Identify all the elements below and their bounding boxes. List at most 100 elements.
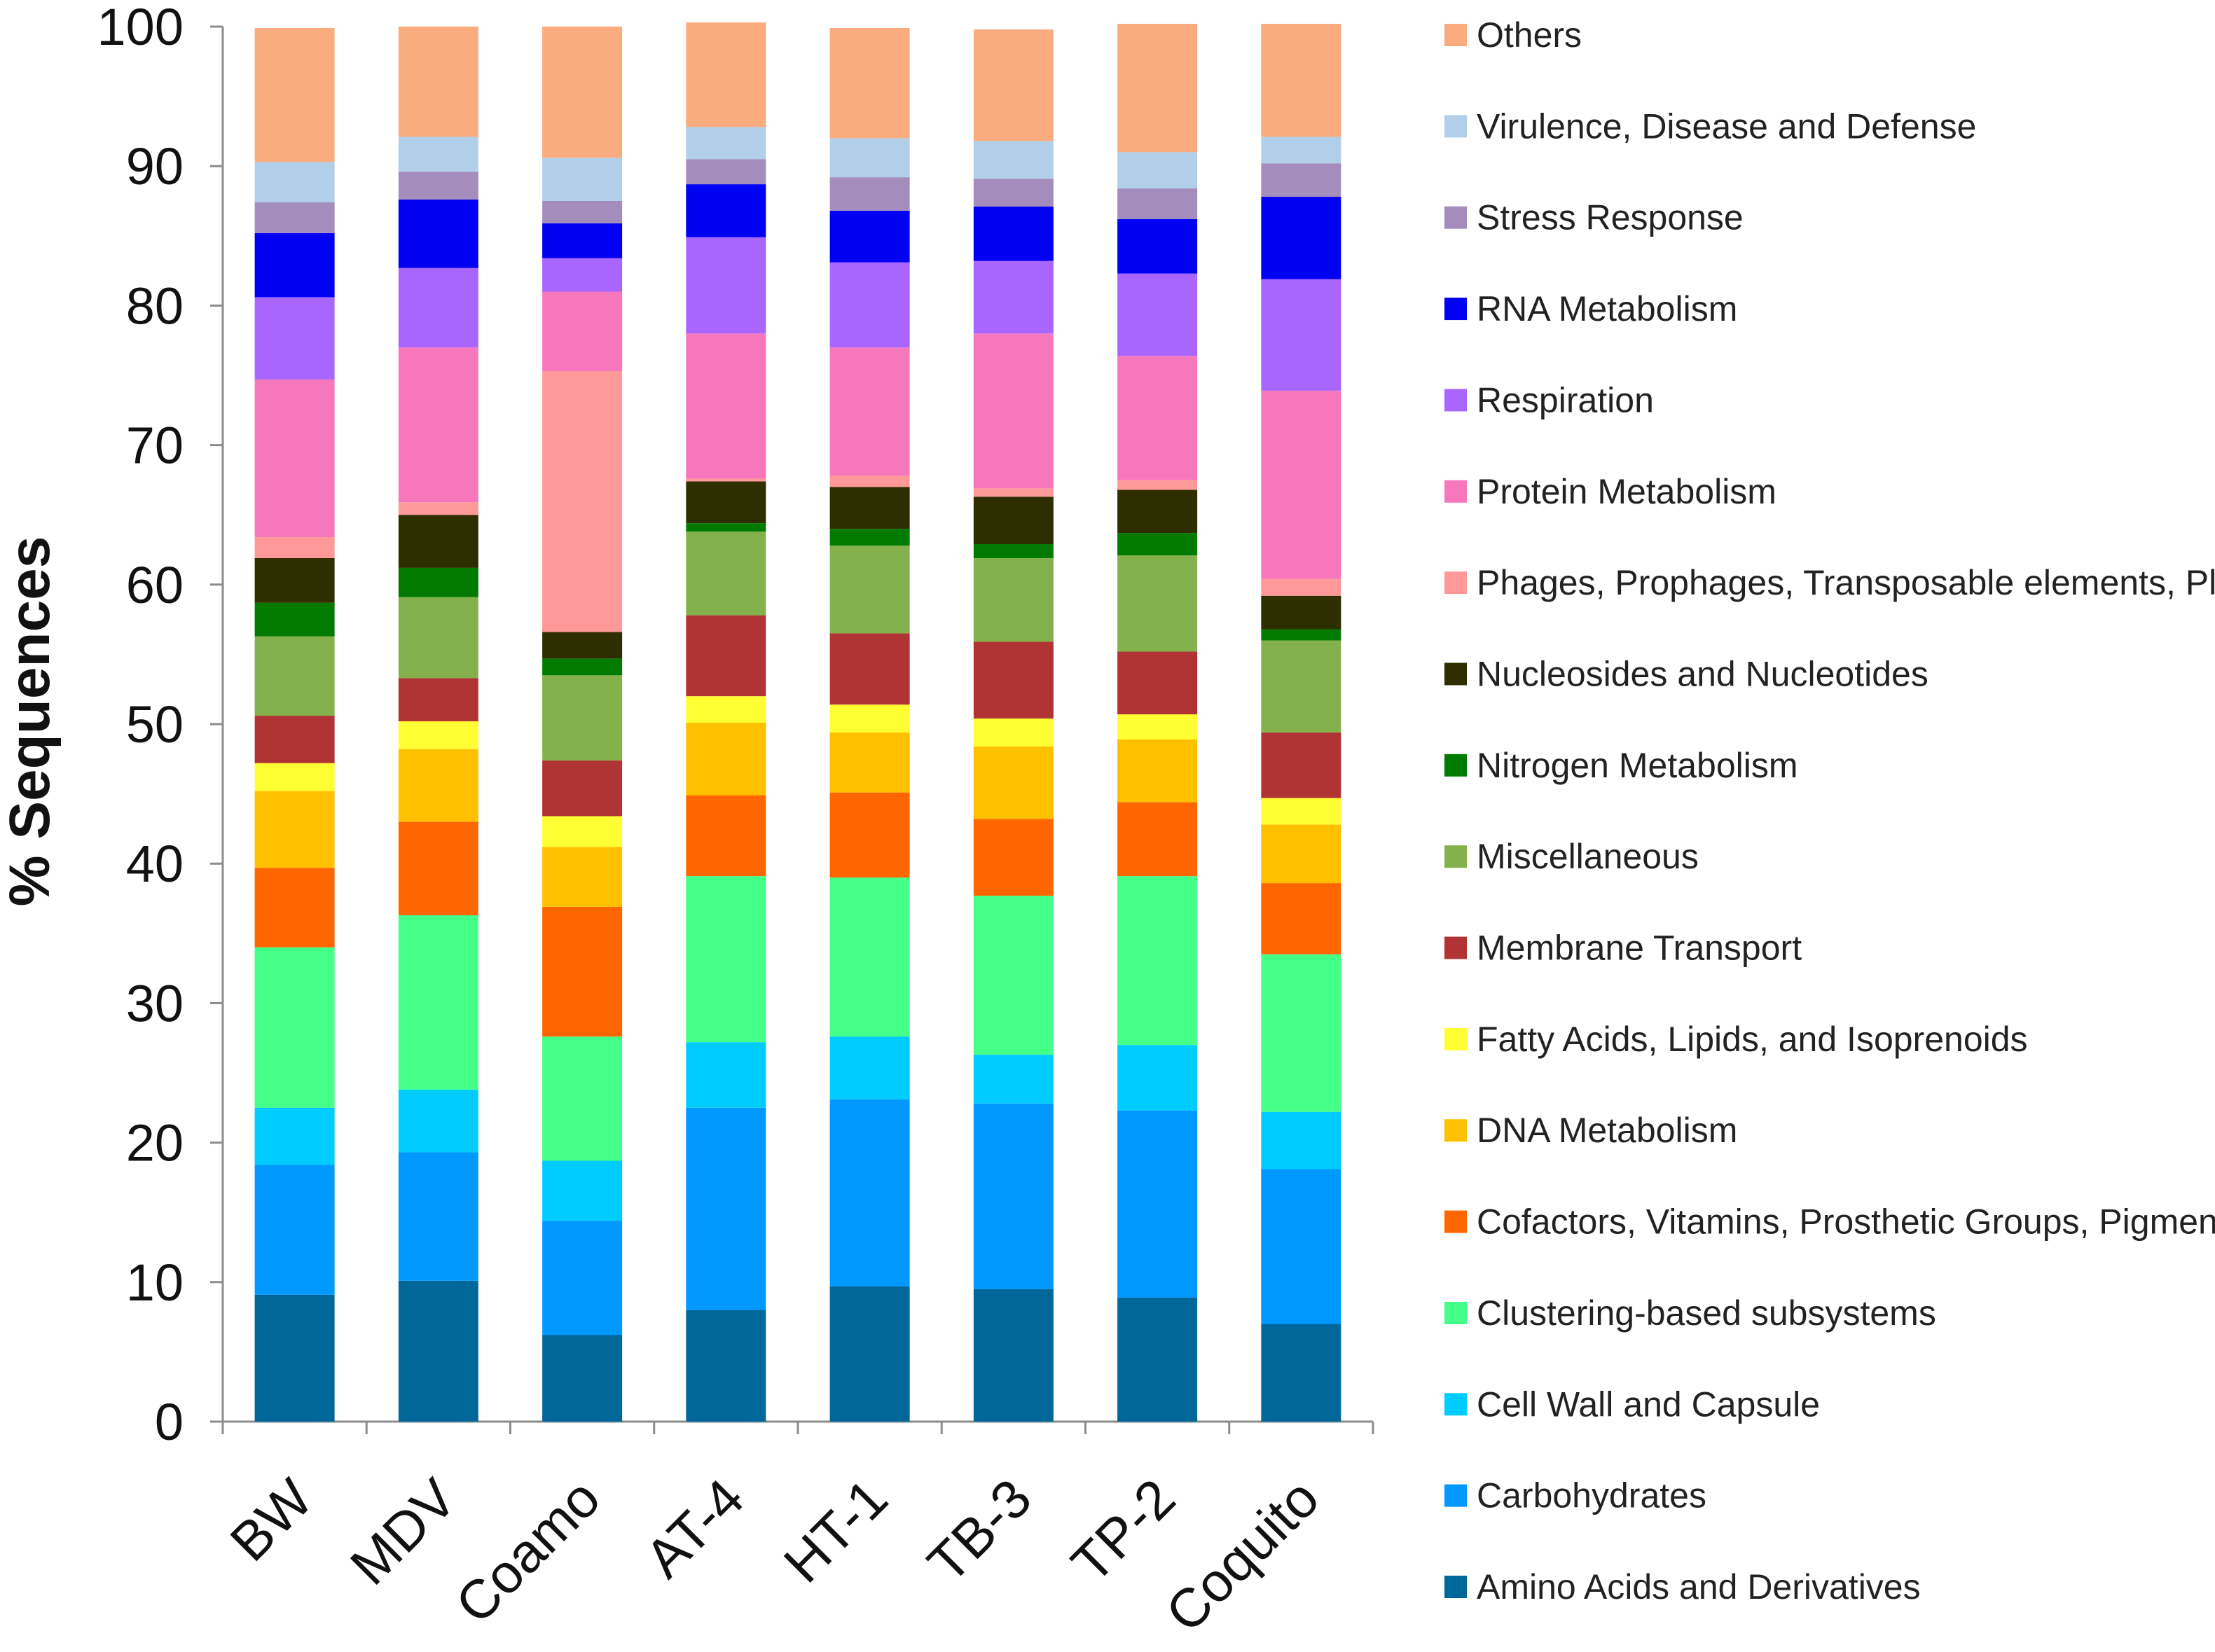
bar-segment: [398, 915, 478, 1090]
bar-segment: [542, 1160, 623, 1221]
legend-label: Stress Response: [1477, 198, 1744, 237]
legend-item: Stress Response: [1444, 198, 1744, 237]
bar-segment: [1117, 876, 1198, 1046]
bar-segment: [1261, 640, 1341, 733]
bar-segment: [254, 202, 335, 233]
bar-segment: [1261, 732, 1341, 798]
bar-segment: [1261, 137, 1341, 164]
bar-segment: [686, 795, 766, 877]
x-tick-label: TB-3: [916, 1467, 1043, 1595]
legend-item: Virulence, Disease and Defense: [1444, 106, 1976, 146]
bar-segment: [1117, 555, 1198, 652]
bar-segment: [1117, 152, 1198, 189]
legend-label: Membrane Transport: [1477, 929, 1802, 968]
bar-segment: [398, 27, 478, 137]
bar-segment: [1117, 1045, 1198, 1111]
bar-segment: [686, 696, 766, 723]
bar-segment: [254, 297, 335, 380]
bar-segment: [973, 261, 1054, 334]
bar-segment: [686, 22, 766, 127]
bar-segment: [973, 1103, 1054, 1289]
bar-segment: [829, 704, 910, 733]
legend-swatch: [1444, 1119, 1467, 1142]
bar-segment: [973, 179, 1054, 207]
bar-segment: [398, 172, 478, 200]
bar-segment: [254, 379, 335, 538]
x-tick-label: Coamo: [443, 1467, 612, 1635]
legend-item: Nitrogen Metabolism: [1444, 746, 1798, 785]
bar-segment: [686, 478, 766, 482]
bar-segment: [829, 732, 910, 793]
legend-swatch: [1444, 1210, 1467, 1233]
bar-segment: [829, 1036, 910, 1099]
bar-segment: [1117, 802, 1198, 877]
legend-label: Miscellaneous: [1477, 837, 1699, 876]
bar-segment: [829, 1099, 910, 1286]
bar-segment: [829, 877, 910, 1037]
legend-label: Others: [1477, 15, 1582, 55]
bar-segment: [686, 481, 766, 524]
y-tick-label: 60: [126, 556, 184, 614]
x-tick-label: BW: [219, 1467, 324, 1573]
legend-item: Respiration: [1444, 380, 1654, 419]
bar-segment: [1261, 595, 1341, 630]
legend-swatch: [1444, 571, 1467, 595]
legend-item: DNA Metabolism: [1444, 1111, 1737, 1150]
bar-segment: [686, 532, 766, 616]
bar-segment: [398, 200, 478, 268]
y-axis-title: % Sequences: [0, 536, 62, 907]
legend-label: DNA Metabolism: [1477, 1111, 1737, 1150]
bar-segment: [829, 529, 910, 546]
y-tick-label: 30: [126, 974, 184, 1032]
x-tick-label: AT-4: [633, 1467, 756, 1590]
bar-segment: [1117, 356, 1198, 480]
legend-item: Fatty Acids, Lipids, and Isoprenoids: [1444, 1020, 2028, 1059]
bar-segment: [254, 602, 335, 637]
legend-item: Cell Wall and Capsule: [1444, 1384, 1820, 1424]
bar-segment: [829, 138, 910, 178]
bar-segment: [973, 557, 1054, 642]
legend-swatch: [1444, 1393, 1467, 1416]
bar-segment: [686, 184, 766, 237]
bar-segment: [398, 1280, 478, 1422]
legend-label: Cofactors, Vitamins, Prosthetic Groups, …: [1477, 1202, 2215, 1242]
legend-item: Membrane Transport: [1444, 929, 1802, 968]
legend-item: Nucleosides and Nucleotides: [1444, 654, 1928, 693]
bar-segment: [686, 876, 766, 1043]
bar-segment: [1261, 798, 1341, 825]
bar-segment: [542, 1335, 623, 1422]
bar-segment: [829, 792, 910, 878]
legend-label: Cell Wall and Capsule: [1477, 1384, 1820, 1424]
bar-segment: [1261, 824, 1341, 884]
bar-segment: [398, 515, 478, 568]
bar-segment: [398, 749, 478, 822]
bar-segment: [686, 723, 766, 796]
bar-segment: [542, 223, 623, 258]
bar-segment: [1261, 1324, 1341, 1422]
bar-segment: [398, 347, 478, 503]
legend-swatch: [1444, 754, 1467, 777]
bar-segment: [1117, 218, 1198, 274]
bar-segment: [1117, 188, 1198, 219]
bar-segment: [398, 502, 478, 515]
bar-segment: [398, 567, 478, 597]
y-tick-label: 70: [126, 417, 184, 475]
legend-label: Respiration: [1477, 380, 1654, 419]
bar-layer: [254, 22, 1341, 1422]
bar-segment: [686, 615, 766, 697]
bar-segment: [254, 232, 335, 298]
legend-label: Clustering-based subsystems: [1477, 1293, 1936, 1333]
bar-segment: [254, 1165, 335, 1295]
legend-label: Amino Acids and Derivatives: [1477, 1567, 1921, 1606]
bar-segment: [542, 658, 623, 676]
legend-item: Phages, Prophages, Transposable elements…: [1444, 563, 2215, 602]
bar-segment: [542, 760, 623, 817]
bar-segment: [1261, 1169, 1341, 1324]
bar-segment: [542, 632, 623, 659]
bar-segment: [973, 544, 1054, 558]
bar-segment: [1117, 1297, 1198, 1422]
bar-segment: [254, 1294, 335, 1422]
legend-swatch: [1444, 206, 1467, 229]
y-tick-label: 80: [126, 277, 184, 335]
